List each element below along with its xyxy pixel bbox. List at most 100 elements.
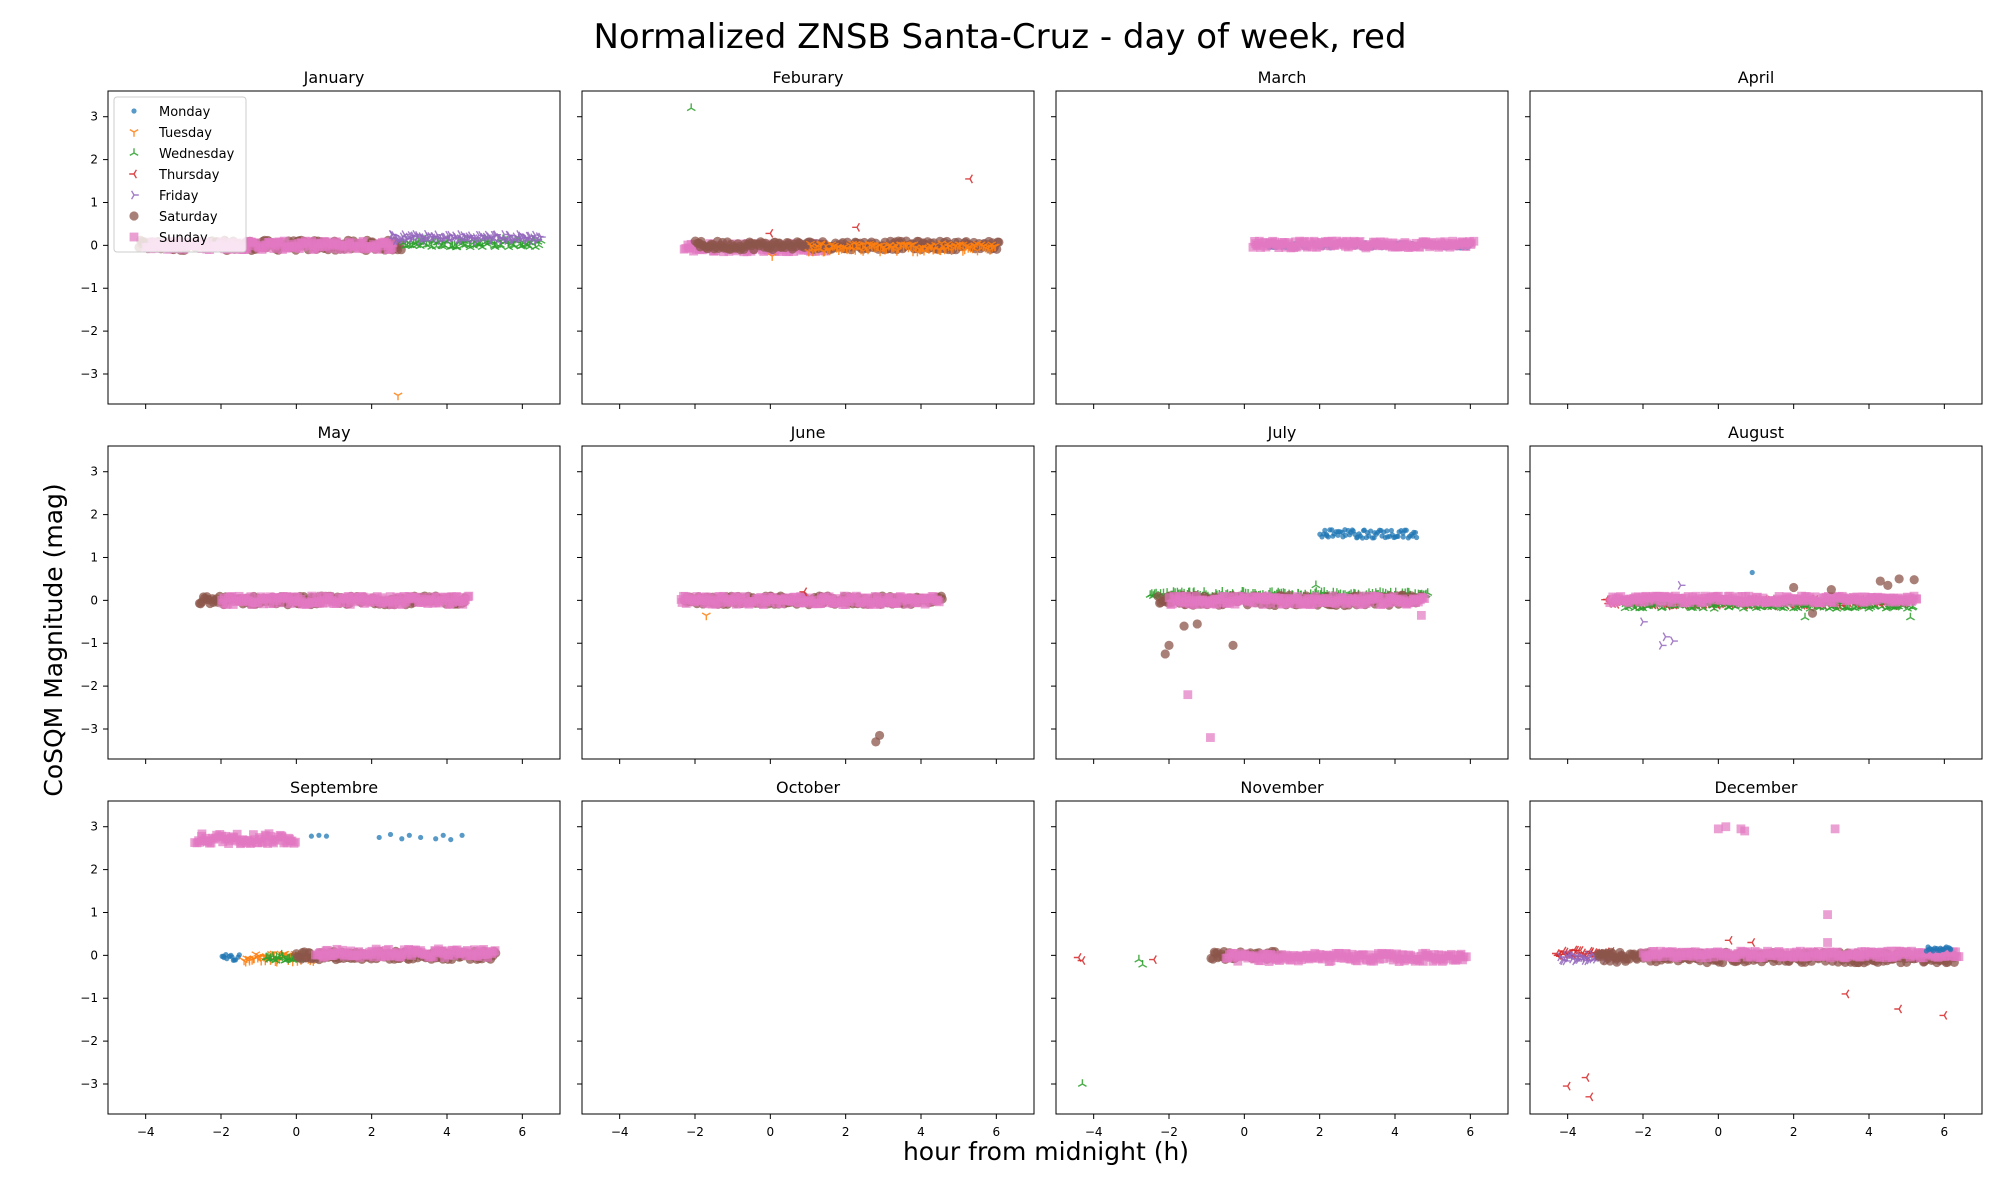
- data-point-sunday: [934, 597, 944, 607]
- axes-frame: [107, 90, 561, 405]
- subplot-august: August: [1525, 423, 1983, 764]
- data-point-sunday: [1461, 952, 1471, 962]
- legend-label: Thursday: [158, 168, 220, 183]
- data-point-sunday: [449, 951, 459, 960]
- y-tick-label: −3: [80, 722, 98, 736]
- y-tick-label: 3: [90, 820, 98, 834]
- data-point-monday: [440, 832, 446, 838]
- data-point-monday: [1368, 528, 1374, 534]
- data-point-sunday: [385, 592, 395, 602]
- data-point-sunday: [1740, 826, 1750, 836]
- data-point-thursday: [1581, 1073, 1590, 1083]
- data-point-sunday: [1249, 598, 1259, 608]
- subplot-feburary: Feburary: [577, 68, 1035, 409]
- subplot-june: June: [577, 423, 1035, 764]
- subplot-july: July: [1051, 423, 1509, 764]
- legend-entry-saturday: Saturday: [129, 210, 218, 225]
- data-point-thursday: [1724, 935, 1733, 945]
- data-point-sunday: [470, 945, 479, 955]
- data-point-monday: [1384, 528, 1390, 534]
- data-point-sunday: [319, 952, 329, 961]
- data-point-sunday: [1918, 953, 1928, 963]
- subplot-title: April: [1738, 68, 1775, 87]
- data-point-tuesday: [701, 612, 711, 621]
- plot-area: [676, 587, 947, 747]
- data-point-sunday: [1418, 956, 1428, 966]
- data-point-sunday: [372, 592, 382, 601]
- data-point-saturday: [1894, 574, 1904, 584]
- axes-frame: [107, 800, 561, 1115]
- data-point-thursday: [965, 174, 974, 184]
- data-point-monday: [406, 832, 412, 838]
- data-point-sunday: [839, 591, 849, 601]
- data-point-sunday: [1228, 592, 1238, 602]
- data-point-saturday: [871, 737, 881, 747]
- data-point-sunday: [246, 592, 256, 602]
- data-point-monday: [1395, 533, 1401, 540]
- data-point-sunday: [1639, 597, 1649, 607]
- axes-frame: [581, 90, 1035, 405]
- data-point-sunday: [259, 599, 268, 609]
- data-point-saturday: [1228, 640, 1238, 650]
- y-tick-label: 3: [90, 465, 98, 479]
- data-point-sunday: [232, 829, 242, 839]
- y-tick-label: −2: [80, 1034, 98, 1048]
- data-point-sunday: [234, 591, 244, 601]
- data-point-thursday: [1077, 955, 1086, 966]
- data-point-sunday: [195, 837, 204, 847]
- subplot-december: December−4 −2 0 2 4 6: [1525, 778, 1983, 1139]
- y-tick-label: 2: [90, 508, 98, 522]
- data-point-sunday: [1416, 610, 1426, 620]
- subplot-title: June: [790, 423, 826, 442]
- plot-area: [1073, 946, 1471, 1088]
- data-point-sunday: [736, 593, 746, 603]
- data-point-sunday: [1420, 594, 1429, 603]
- data-point-sunday: [248, 830, 258, 839]
- data-point-sunday: [1168, 599, 1177, 609]
- x-tick-label: −2: [212, 1125, 230, 1139]
- data-point-sunday: [816, 599, 825, 608]
- data-point-sunday: [1291, 599, 1300, 609]
- plot-area: [1552, 822, 1964, 1102]
- data-point-saturday: [1909, 575, 1919, 585]
- data-point-thursday: [1149, 955, 1157, 965]
- legend: MondayTuesdayWednesdayThursdayFridaySatu…: [113, 96, 247, 253]
- data-point-monday: [1359, 535, 1366, 541]
- data-point-friday: [1639, 617, 1648, 627]
- data-point-friday: [1662, 632, 1671, 642]
- subplot-title: January: [303, 68, 365, 87]
- plot-area: [1145, 527, 1433, 742]
- subplot-october: October−4 −2 0 2 4 6: [577, 778, 1035, 1139]
- data-point-sunday: [1951, 947, 1960, 957]
- data-point-saturday: [1789, 582, 1799, 593]
- axes-frame: [1529, 90, 1983, 405]
- data-point-sunday: [1177, 591, 1187, 601]
- data-point-monday: [433, 836, 439, 842]
- axes-frame: [581, 800, 1035, 1115]
- x-tick-label: 6: [519, 1125, 527, 1139]
- data-point-sunday: [1266, 598, 1276, 608]
- data-point-thursday: [799, 587, 808, 597]
- subplot-november: November−4 −2 0 2 4 6: [1051, 778, 1509, 1139]
- legend-label: Wednesday: [159, 147, 235, 162]
- data-point-saturday: [1160, 649, 1170, 659]
- x-tick-label: −4: [1085, 1125, 1103, 1139]
- data-point-sunday: [291, 837, 300, 847]
- legend-label: Tuesday: [158, 126, 212, 141]
- data-point-sunday: [1721, 822, 1731, 832]
- data-point-sunday: [1374, 593, 1384, 602]
- subplot-title: December: [1715, 778, 1798, 797]
- data-point-monday: [387, 831, 394, 838]
- axes-frame: [1055, 445, 1509, 760]
- plot-area: [190, 829, 501, 967]
- data-point-tuesday: [816, 240, 826, 249]
- y-tick-label: 3: [90, 110, 98, 124]
- plot-area: [1248, 236, 1479, 253]
- data-point-sunday: [1328, 591, 1338, 601]
- subplot-title: October: [776, 778, 840, 797]
- data-point-sunday: [223, 599, 233, 609]
- legend-label: Friday: [159, 189, 199, 204]
- x-tick-label: 2: [1316, 1125, 1324, 1139]
